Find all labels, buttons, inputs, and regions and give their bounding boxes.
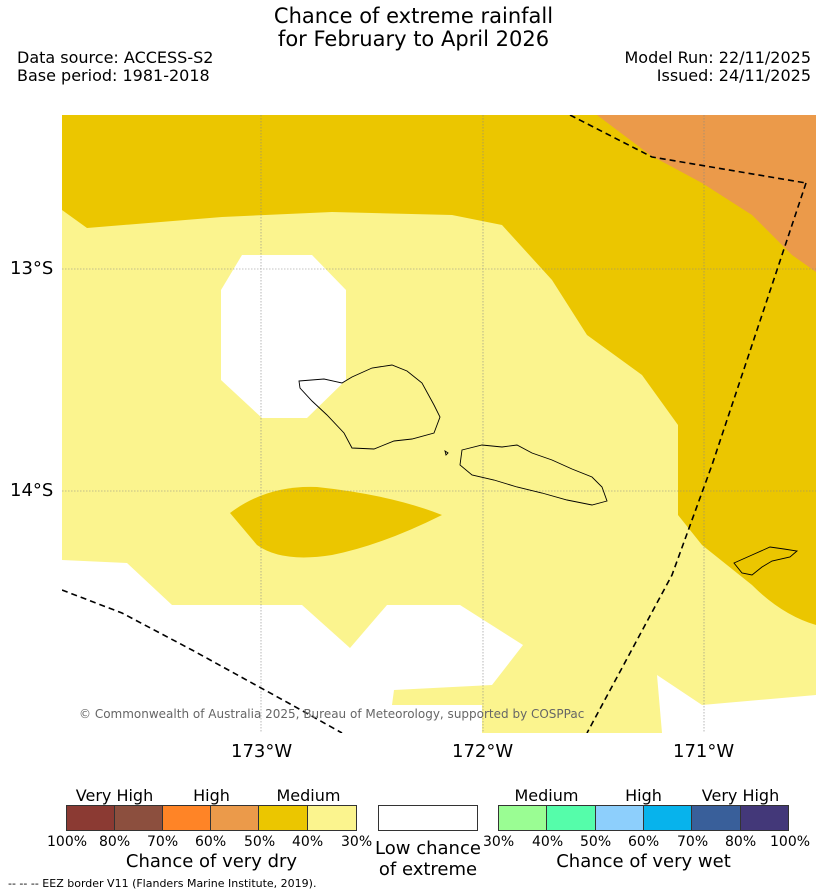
lon-tick-172w: 172°W bbox=[452, 741, 514, 762]
dry-tick-100: 100% bbox=[47, 834, 88, 850]
wet-header-very-high: Very High bbox=[701, 786, 780, 805]
rainfall-map: © Commonwealth of Australia 2025, Bureau… bbox=[62, 115, 816, 733]
wet-header-high: High bbox=[625, 786, 662, 805]
data-source: Data source: ACCESS-S2 bbox=[17, 48, 214, 67]
island-manono bbox=[444, 449, 449, 456]
chart-title-line2: for February to April 2026 bbox=[277, 27, 550, 51]
map-gridlines bbox=[62, 115, 816, 733]
lon-tick-173w: 173°W bbox=[231, 741, 293, 762]
base-period: Base period: 1981-2018 bbox=[17, 66, 210, 85]
island-outlines bbox=[298, 364, 799, 576]
eez-border-west bbox=[62, 589, 343, 733]
map-region-high bbox=[597, 115, 816, 272]
map-region-low-1 bbox=[221, 255, 346, 418]
dry-legend-label: Chance of very dry bbox=[125, 851, 298, 872]
dry-tick-40: 40% bbox=[292, 834, 324, 850]
neutral-label-line2: of extreme bbox=[378, 859, 478, 880]
wet-tick-40: 40% bbox=[532, 834, 564, 850]
model-run: Model Run: 22/11/2025 bbox=[624, 48, 812, 67]
wet-swatch-6 bbox=[740, 805, 789, 831]
wet-tick-100: 100% bbox=[770, 834, 811, 850]
dry-header-medium: Medium bbox=[276, 786, 341, 805]
eez-borders bbox=[62, 115, 807, 733]
dry-swatch-4 bbox=[210, 805, 259, 831]
dry-swatch-3 bbox=[162, 805, 211, 831]
dry-tick-50: 50% bbox=[244, 834, 276, 850]
wet-swatch-1 bbox=[498, 805, 547, 831]
dry-header-very-high: Very High bbox=[75, 786, 154, 805]
wet-swatch-2 bbox=[546, 805, 596, 831]
wet-header-medium: Medium bbox=[514, 786, 579, 805]
dry-tick-80: 80% bbox=[99, 834, 131, 850]
dry-swatch-5 bbox=[258, 805, 308, 831]
wet-tick-70: 70% bbox=[677, 834, 709, 850]
wet-legend-label: Chance of very wet bbox=[556, 851, 731, 872]
lat-tick-13s: 13°S bbox=[10, 258, 54, 279]
wet-tick-60: 60% bbox=[628, 834, 660, 850]
eez-note: -- -- -- EEZ border V11 (Flanders Marine… bbox=[8, 877, 317, 890]
wet-tick-80: 80% bbox=[725, 834, 757, 850]
issued-date: Issued: 24/11/2025 bbox=[656, 66, 811, 85]
wet-tick-30: 30% bbox=[483, 834, 515, 850]
wet-swatch-3 bbox=[595, 805, 644, 831]
dry-swatch-2 bbox=[114, 805, 163, 831]
island-upolu bbox=[459, 444, 608, 506]
copyright-text: © Commonwealth of Australia 2025, Bureau… bbox=[79, 707, 584, 721]
dry-swatch-1 bbox=[66, 805, 115, 831]
wet-swatch-5 bbox=[691, 805, 741, 831]
lat-tick-14s: 14°S bbox=[10, 480, 54, 501]
wet-tick-50: 50% bbox=[580, 834, 612, 850]
island-tutuila bbox=[733, 546, 799, 576]
island-savaii bbox=[298, 364, 441, 450]
neutral-swatch bbox=[378, 805, 478, 831]
lon-tick-171w: 171°W bbox=[673, 741, 735, 762]
dry-tick-60: 60% bbox=[195, 834, 227, 850]
wet-swatch-4 bbox=[643, 805, 692, 831]
dry-tick-70: 70% bbox=[147, 834, 179, 850]
eez-border-east bbox=[586, 182, 807, 733]
map-region-medium-blob bbox=[230, 486, 442, 558]
map-region-low-3 bbox=[657, 675, 816, 733]
eez-border-north bbox=[569, 115, 807, 184]
map-frame bbox=[62, 115, 816, 733]
dry-header-high: High bbox=[193, 786, 230, 805]
map-region-medium-top bbox=[62, 115, 816, 625]
map-region-low-2 bbox=[62, 560, 523, 733]
dry-swatch-6 bbox=[307, 805, 357, 831]
neutral-legend-label: Low chance of extreme bbox=[362, 838, 494, 880]
chart-title-line1: Chance of extreme rainfall bbox=[273, 4, 554, 28]
dry-tick-30: 30% bbox=[341, 834, 373, 850]
neutral-label-line1: Low chance bbox=[375, 838, 481, 859]
